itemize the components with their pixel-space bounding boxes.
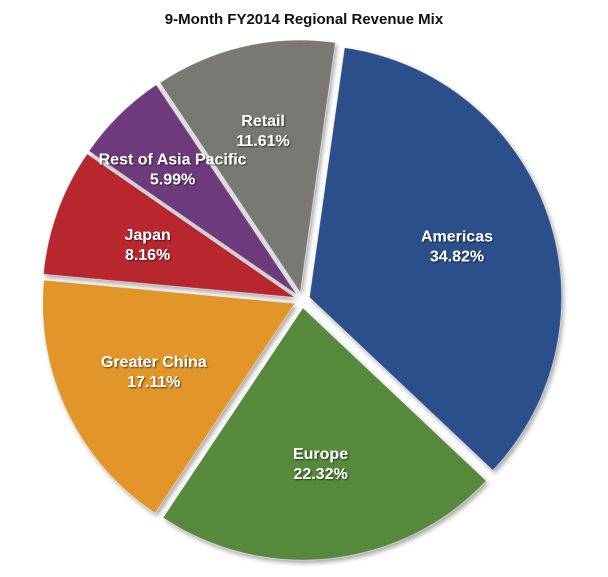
pie-slice-retail [159, 39, 336, 294]
pie-slice-europe [162, 307, 487, 561]
slice-value-europe: 22.32% [293, 466, 347, 483]
slice-label-retail: Retail [241, 113, 285, 130]
slice-label-americas: Americas [421, 229, 493, 246]
pie-slice-japan [43, 153, 297, 298]
slice-label-rest-of-asia-pacific: Rest of Asia Pacific [99, 152, 247, 169]
slice-value-greater-china: 17.11% [127, 374, 180, 391]
slice-value-japan: 8.16% [125, 247, 170, 264]
slice-label-europe: Europe [293, 446, 348, 463]
slice-label-greater-china: Greater China [101, 354, 207, 371]
slice-value-retail: 11.61% [236, 133, 289, 150]
slice-label-japan: Japan [125, 227, 171, 244]
chart-title: 9-Month FY2014 Regional Revenue Mix [164, 11, 444, 28]
slice-value-americas: 34.82% [430, 249, 484, 266]
slice-value-rest-of-asia-pacific: 5.99% [150, 172, 195, 189]
pie-slice-rest-of-asia-pacific [88, 84, 297, 295]
pie-slice-americas [309, 47, 562, 472]
pie-slice-greater-china [42, 279, 296, 514]
